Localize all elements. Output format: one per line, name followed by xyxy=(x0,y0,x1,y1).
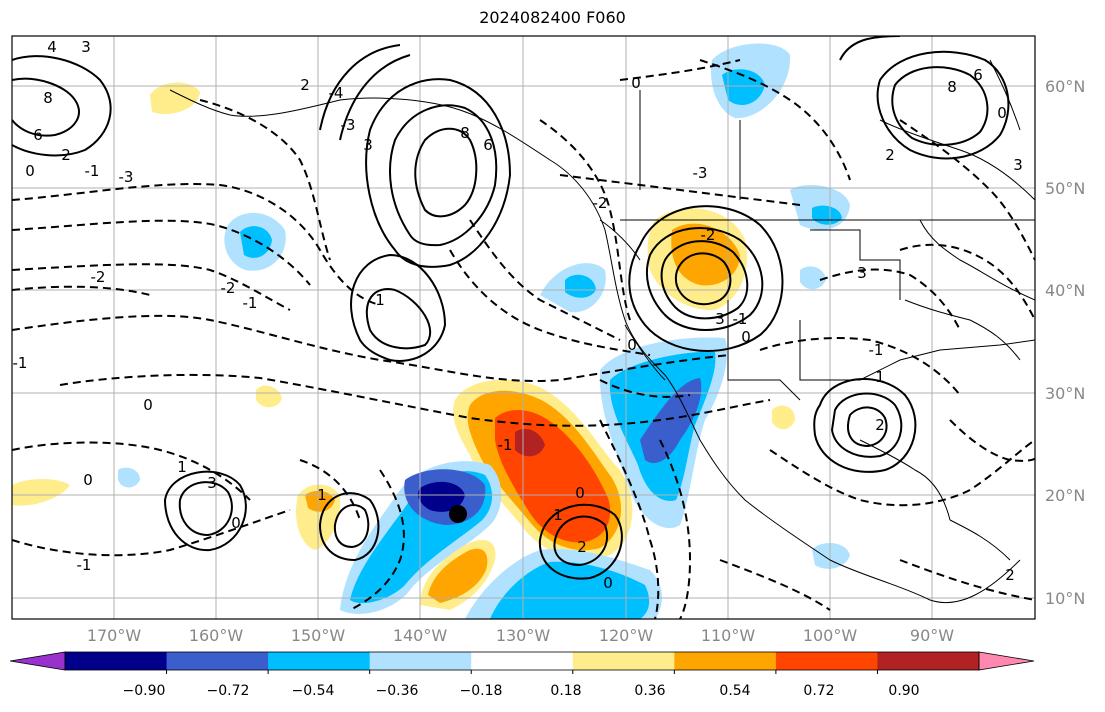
contour-label: 0 xyxy=(25,162,35,180)
lat-label: 50°N xyxy=(1045,179,1086,198)
map-frame xyxy=(11,35,1036,620)
colorbar-tick-label: 0.54 xyxy=(719,683,751,699)
colorbar-tick-label: 0.90 xyxy=(888,683,920,699)
contour-label: -1 xyxy=(869,341,884,359)
colorbar-frame xyxy=(64,651,980,671)
contour-label: 0 xyxy=(741,328,751,346)
contour-label: 4 xyxy=(47,38,57,56)
contour-label: 3 xyxy=(857,264,867,282)
contour-label: 3 xyxy=(1013,156,1023,174)
colorbar-segment xyxy=(572,652,675,670)
contour-label: 3 xyxy=(207,474,217,492)
colorbar-segment xyxy=(65,652,168,670)
colorbar-segment xyxy=(166,652,269,670)
lat-label: 60°N xyxy=(1045,77,1086,96)
colorbar-extend-min xyxy=(10,651,66,671)
contour-label: 1 xyxy=(553,506,563,524)
anomaly-shading xyxy=(12,43,850,619)
contour-label: -1 xyxy=(243,294,258,312)
colorbar-tick-label: 0.36 xyxy=(634,683,666,699)
contour-label: -2 xyxy=(701,226,716,244)
lon-label: 120°W xyxy=(598,626,654,645)
contour-label: 3 xyxy=(363,136,373,154)
colorbar-segment xyxy=(674,652,777,670)
contour-label: 6 xyxy=(483,136,493,154)
contour-label: 1 xyxy=(317,486,327,504)
contour-label: 0 xyxy=(603,574,613,592)
contour-label: 3 xyxy=(81,38,91,56)
contour-label: 0 xyxy=(631,74,641,92)
contour-label: 0 xyxy=(575,484,585,502)
colorbar-tick-label: −0.18 xyxy=(459,683,503,699)
contour-label: -1 xyxy=(13,354,28,372)
coastlines xyxy=(169,59,1035,604)
contour-label: -1 xyxy=(733,310,748,328)
colorbar-segment xyxy=(471,652,574,670)
contour-label: -4 xyxy=(329,84,344,102)
contour-label: 1 xyxy=(177,458,187,476)
lon-label: 160°W xyxy=(188,626,244,645)
colorbar-tick-label: −0.36 xyxy=(375,683,419,699)
contour-label: -2 xyxy=(593,194,608,212)
lat-label: 10°N xyxy=(1045,589,1086,608)
lat-label: 20°N xyxy=(1045,486,1086,505)
colorbar-tick-label: 0.18 xyxy=(550,683,582,699)
colorbar-tick-label: −0.72 xyxy=(206,683,250,699)
contour-label: 0 xyxy=(231,514,241,532)
colorbar-segment xyxy=(877,652,980,670)
contour-label: 6 xyxy=(973,66,983,84)
contour-label: 2 xyxy=(577,538,587,556)
contour-label: 2 xyxy=(885,146,895,164)
contour-lines xyxy=(12,36,1035,619)
lon-label: 170°W xyxy=(86,626,142,645)
colorbar-segment xyxy=(268,652,371,670)
contour-label: -1 xyxy=(77,556,92,574)
colorbar-segment xyxy=(775,652,878,670)
contour-label: 1 xyxy=(875,368,885,386)
contour-label: -1 xyxy=(85,162,100,180)
lon-label: 110°W xyxy=(700,626,756,645)
contour-label: 2 xyxy=(61,146,71,164)
lon-label: 90°W xyxy=(909,626,955,645)
location-marker xyxy=(449,505,467,523)
contour-label: 0 xyxy=(143,396,153,414)
lat-label: 30°N xyxy=(1045,384,1086,403)
contour-label: -3 xyxy=(119,168,134,186)
lon-label: 100°W xyxy=(802,626,858,645)
contour-label: 0 xyxy=(83,471,93,489)
contour-labels: 4 3 8 6 2 0 -1 -3 2 -4 -3 3 6 8 -2 -2 -1… xyxy=(13,38,1023,592)
lon-label: 140°W xyxy=(392,626,448,645)
contour-label: 1 xyxy=(375,291,385,309)
contour-label: 2 xyxy=(875,416,885,434)
colorbar-tick-label: −0.54 xyxy=(291,683,335,699)
colorbar-tick-label: −0.90 xyxy=(122,683,166,699)
grid-lines xyxy=(12,36,1035,619)
lon-label: 150°W xyxy=(290,626,346,645)
contour-label: -2 xyxy=(91,268,106,286)
contour-label: 2 xyxy=(300,76,310,94)
contour-label: 8 xyxy=(460,124,470,142)
lon-label: 130°W xyxy=(495,626,551,645)
contour-label: 8 xyxy=(947,78,957,96)
contour-label: 2 xyxy=(1005,566,1015,584)
colorbar xyxy=(10,651,1035,674)
lat-label: 40°N xyxy=(1045,281,1086,300)
colorbar-extend-max xyxy=(978,651,1035,671)
contour-label: 6 xyxy=(33,126,43,144)
map-title: 2024082400 F060 xyxy=(479,8,626,27)
contour-label: -3 xyxy=(693,164,708,182)
contour-label: 0 xyxy=(627,336,637,354)
contour-label: 3 xyxy=(715,310,725,328)
contour-label: -2 xyxy=(221,279,236,297)
contour-label: -3 xyxy=(341,116,356,134)
contour-label: -1 xyxy=(498,436,513,454)
contour-label: 8 xyxy=(43,89,53,107)
contour-label: 0 xyxy=(997,104,1007,122)
colorbar-tick-label: 0.72 xyxy=(803,683,835,699)
colorbar-segment xyxy=(369,652,472,670)
